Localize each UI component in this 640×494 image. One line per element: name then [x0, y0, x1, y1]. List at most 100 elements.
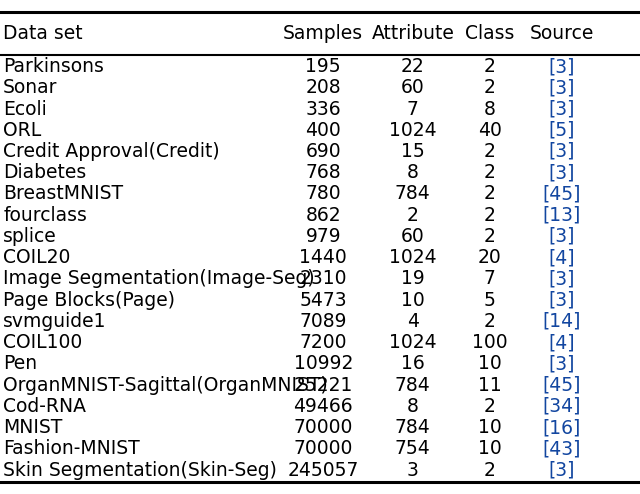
- Text: Samples: Samples: [283, 24, 364, 42]
- Text: 70000: 70000: [294, 418, 353, 437]
- Text: 336: 336: [305, 99, 341, 119]
- Text: Data set: Data set: [3, 24, 83, 42]
- Text: 25221: 25221: [294, 375, 353, 395]
- Text: ORL: ORL: [3, 121, 42, 140]
- Text: 19: 19: [401, 269, 425, 288]
- Text: 10: 10: [477, 439, 502, 458]
- Text: Attribute: Attribute: [371, 24, 454, 42]
- Text: Credit Approval(Credit): Credit Approval(Credit): [3, 142, 220, 161]
- Text: 10: 10: [401, 290, 425, 310]
- Text: 7200: 7200: [300, 333, 347, 352]
- Text: 60: 60: [401, 78, 425, 97]
- Text: fourclass: fourclass: [3, 206, 87, 225]
- Text: 22: 22: [401, 57, 425, 76]
- Text: [45]: [45]: [543, 184, 581, 204]
- Text: [4]: [4]: [548, 333, 575, 352]
- Text: Page Blocks(Page): Page Blocks(Page): [3, 290, 175, 310]
- Text: [14]: [14]: [543, 312, 581, 331]
- Text: 60: 60: [401, 227, 425, 246]
- Text: 8: 8: [484, 99, 495, 119]
- Text: 1440: 1440: [300, 248, 347, 267]
- Text: 784: 784: [395, 418, 431, 437]
- Text: 245057: 245057: [287, 460, 359, 480]
- Text: OrganMNIST-Sagittal(OrganMNIST): OrganMNIST-Sagittal(OrganMNIST): [3, 375, 328, 395]
- Text: 195: 195: [305, 57, 341, 76]
- Text: Image Segmentation(Image-Seg): Image Segmentation(Image-Seg): [3, 269, 315, 288]
- Text: [3]: [3]: [548, 354, 575, 373]
- Text: MNIST: MNIST: [3, 418, 63, 437]
- Text: [13]: [13]: [543, 206, 581, 225]
- Text: 11: 11: [477, 375, 502, 395]
- Text: [34]: [34]: [543, 397, 581, 416]
- Text: [3]: [3]: [548, 78, 575, 97]
- Text: 8: 8: [407, 397, 419, 416]
- Text: 208: 208: [305, 78, 341, 97]
- Text: [3]: [3]: [548, 163, 575, 182]
- Text: 5: 5: [484, 290, 495, 310]
- Text: 2: 2: [484, 312, 495, 331]
- Text: 7: 7: [407, 99, 419, 119]
- Text: Fashion-MNIST: Fashion-MNIST: [3, 439, 140, 458]
- Text: 400: 400: [305, 121, 341, 140]
- Text: 979: 979: [305, 227, 341, 246]
- Text: 5473: 5473: [300, 290, 347, 310]
- Text: 7: 7: [484, 269, 495, 288]
- Text: Sonar: Sonar: [3, 78, 58, 97]
- Text: 10992: 10992: [294, 354, 353, 373]
- Text: 862: 862: [305, 206, 341, 225]
- Text: Diabetes: Diabetes: [3, 163, 86, 182]
- Text: Pen: Pen: [3, 354, 37, 373]
- Text: Skin Segmentation(Skin-Seg): Skin Segmentation(Skin-Seg): [3, 460, 277, 480]
- Text: 2: 2: [484, 206, 495, 225]
- Text: 2: 2: [484, 57, 495, 76]
- Text: 40: 40: [477, 121, 502, 140]
- Text: 784: 784: [395, 184, 431, 204]
- Text: [3]: [3]: [548, 460, 575, 480]
- Text: Cod-RNA: Cod-RNA: [3, 397, 86, 416]
- Text: 2: 2: [484, 163, 495, 182]
- Text: 70000: 70000: [294, 439, 353, 458]
- Text: 754: 754: [395, 439, 431, 458]
- Text: 2310: 2310: [300, 269, 347, 288]
- Text: [16]: [16]: [543, 418, 581, 437]
- Text: [3]: [3]: [548, 290, 575, 310]
- Text: 1024: 1024: [389, 333, 436, 352]
- Text: 1024: 1024: [389, 121, 436, 140]
- Text: [4]: [4]: [548, 248, 575, 267]
- Text: [45]: [45]: [543, 375, 581, 395]
- Text: [43]: [43]: [543, 439, 581, 458]
- Text: splice: splice: [3, 227, 57, 246]
- Text: 1024: 1024: [389, 248, 436, 267]
- Text: Parkinsons: Parkinsons: [3, 57, 104, 76]
- Text: [3]: [3]: [548, 57, 575, 76]
- Text: 2: 2: [484, 142, 495, 161]
- Text: 768: 768: [305, 163, 341, 182]
- Text: 10: 10: [477, 354, 502, 373]
- Text: svmguide1: svmguide1: [3, 312, 107, 331]
- Text: 784: 784: [395, 375, 431, 395]
- Text: 100: 100: [472, 333, 508, 352]
- Text: 15: 15: [401, 142, 425, 161]
- Text: BreastMNIST: BreastMNIST: [3, 184, 124, 204]
- Text: 2: 2: [407, 206, 419, 225]
- Text: 780: 780: [305, 184, 341, 204]
- Text: Class: Class: [465, 24, 515, 42]
- Text: 690: 690: [305, 142, 341, 161]
- Text: [3]: [3]: [548, 142, 575, 161]
- Text: 2: 2: [484, 397, 495, 416]
- Text: [5]: [5]: [548, 121, 575, 140]
- Text: COIL100: COIL100: [3, 333, 83, 352]
- Text: 7089: 7089: [300, 312, 347, 331]
- Text: 2: 2: [484, 460, 495, 480]
- Text: [3]: [3]: [548, 227, 575, 246]
- Text: 10: 10: [477, 418, 502, 437]
- Text: 2: 2: [484, 227, 495, 246]
- Text: 2: 2: [484, 78, 495, 97]
- Text: 2: 2: [484, 184, 495, 204]
- Text: Ecoli: Ecoli: [3, 99, 47, 119]
- Text: 8: 8: [407, 163, 419, 182]
- Text: [3]: [3]: [548, 99, 575, 119]
- Text: 20: 20: [477, 248, 502, 267]
- Text: 16: 16: [401, 354, 425, 373]
- Text: [3]: [3]: [548, 269, 575, 288]
